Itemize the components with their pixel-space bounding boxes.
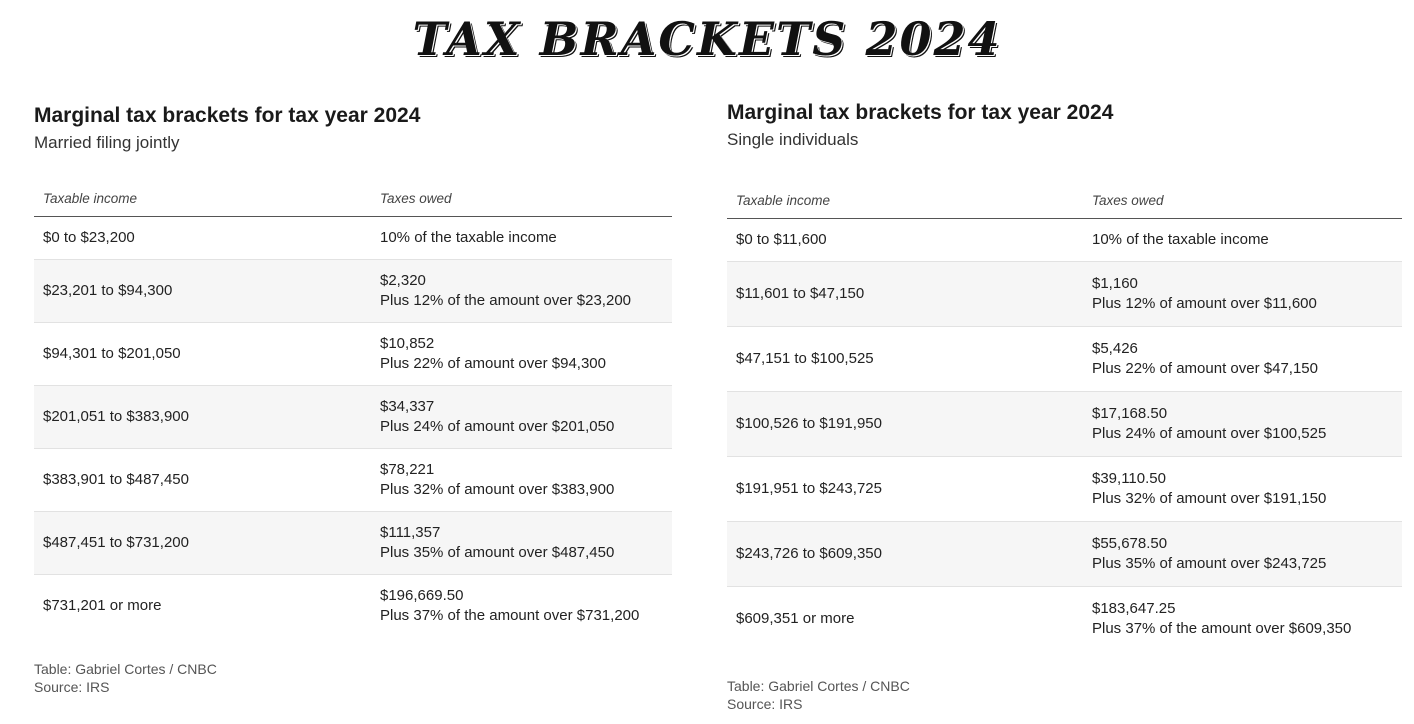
table-footer: Table: Gabriel Cortes / CNBC Source: IRS <box>34 660 217 696</box>
income-cell: $191,951 to $243,725 <box>727 456 1083 522</box>
panel-subheading: Married filing jointly <box>34 133 180 152</box>
table-row: $23,201 to $94,300 $2,320 Plus 12% of th… <box>34 259 672 323</box>
owed-cell: $1,160 Plus 12% of amount over $11,600 <box>1083 261 1402 327</box>
column-header-taxes-owed: Taxes owed <box>371 180 672 217</box>
income-cell: $94,301 to $201,050 <box>34 322 371 386</box>
owed-cell: $111,357 Plus 35% of amount over $487,45… <box>371 511 672 575</box>
table-row: $47,151 to $100,525 $5,426 Plus 22% of a… <box>727 326 1402 392</box>
owed-amount: 10% of the taxable income <box>380 229 557 246</box>
owed-cell: $39,110.50 Plus 32% of amount over $191,… <box>1083 456 1402 522</box>
owed-amount: $111,357 <box>380 524 441 541</box>
owed-detail: Plus 22% of amount over $94,300 <box>380 355 606 372</box>
owed-detail: Plus 24% of amount over $201,050 <box>380 418 615 435</box>
page-title: TAX BRACKETS 2024 <box>412 12 1002 66</box>
owed-cell: $55,678.50 Plus 35% of amount over $243,… <box>1083 521 1402 587</box>
owed-amount: 10% of the taxable income <box>1092 231 1269 248</box>
owed-cell: $196,669.50 Plus 37% of the amount over … <box>371 575 672 638</box>
owed-cell: $17,168.50 Plus 24% of amount over $100,… <box>1083 391 1402 457</box>
owed-cell: 10% of the taxable income <box>371 216 672 260</box>
owed-amount: $10,852 <box>380 335 435 352</box>
owed-detail: Plus 12% of amount over $11,600 <box>1092 295 1317 312</box>
owed-amount: $78,221 <box>380 461 435 478</box>
married-jointly-panel: Marginal tax brackets for tax year 2024 … <box>34 104 672 637</box>
owed-cell: $34,337 Plus 24% of amount over $201,050 <box>371 385 672 449</box>
income-cell: $100,526 to $191,950 <box>727 391 1083 457</box>
income-cell: $731,201 or more <box>43 597 162 614</box>
table-row: $609,351 or more $183,647.25 Plus 37% of… <box>727 587 1402 652</box>
income-cell: $609,351 or more <box>736 610 855 627</box>
owed-cell: $5,426 Plus 22% of amount over $47,150 <box>1083 326 1402 392</box>
owed-detail: Plus 12% of the amount over $23,200 <box>380 292 632 309</box>
panel-heading: Marginal tax brackets for tax year 2024 <box>727 101 1114 124</box>
owed-detail: Plus 22% of amount over $47,150 <box>1092 360 1318 377</box>
table-row: $94,301 to $201,050 $10,852 Plus 22% of … <box>34 322 672 386</box>
owed-amount: $5,426 <box>1092 340 1138 357</box>
owed-cell: $78,221 Plus 32% of amount over $383,900 <box>371 448 672 512</box>
income-cell: $201,051 to $383,900 <box>34 385 371 449</box>
owed-cell: $10,852 Plus 22% of amount over $94,300 <box>371 322 672 386</box>
column-header-taxes-owed: Taxes owed <box>1083 182 1402 219</box>
married-jointly-table: Taxable income Taxes owed $0 to $23,200 … <box>34 180 672 637</box>
owed-amount: $34,337 <box>380 398 435 415</box>
table-row: $100,526 to $191,950 $17,168.50 Plus 24%… <box>727 391 1402 457</box>
column-header-taxable-income: Taxable income <box>727 182 1083 219</box>
income-cell: $23,201 to $94,300 <box>34 259 371 323</box>
owed-amount: $1,160 <box>1092 275 1138 292</box>
income-cell: $487,451 to $731,200 <box>34 511 371 575</box>
table-row: $191,951 to $243,725 $39,110.50 Plus 32%… <box>727 456 1402 522</box>
table-credit: Table: Gabriel Cortes / CNBC <box>34 661 217 677</box>
owed-amount: $17,168.50 <box>1092 405 1168 422</box>
table-credit: Table: Gabriel Cortes / CNBC <box>727 678 910 694</box>
income-cell: $47,151 to $100,525 <box>727 326 1083 392</box>
income-cell: $0 to $11,600 <box>727 218 1083 262</box>
table-row: $0 to $23,200 10% of the taxable income <box>34 216 672 260</box>
table-row: $201,051 to $383,900 $34,337 Plus 24% of… <box>34 385 672 449</box>
table-header-row: Taxable income Taxes owed <box>727 182 1402 219</box>
panel-subheading: Single individuals <box>727 130 859 149</box>
table-source: Source: IRS <box>34 679 110 695</box>
column-header-taxable-income: Taxable income <box>34 180 371 217</box>
income-cell: $383,901 to $487,450 <box>34 448 371 512</box>
income-cell: $243,726 to $609,350 <box>727 521 1083 587</box>
owed-amount: $39,110.50 <box>1092 470 1166 487</box>
table-row: $383,901 to $487,450 $78,221 Plus 32% of… <box>34 448 672 512</box>
owed-detail: Plus 24% of amount over $100,525 <box>1092 425 1327 442</box>
owed-cell: $2,320 Plus 12% of the amount over $23,2… <box>371 259 672 323</box>
owed-cell: $183,647.25 Plus 37% of the amount over … <box>1083 587 1402 652</box>
owed-detail: Plus 37% of the amount over $731,200 <box>380 607 640 624</box>
owed-amount: $2,320 <box>380 272 426 289</box>
owed-amount: $183,647.25 <box>1092 600 1176 617</box>
table-header-row: Taxable income Taxes owed <box>34 180 672 217</box>
owed-detail: Plus 32% of amount over $191,150 <box>1092 490 1327 507</box>
table-row: $0 to $11,600 10% of the taxable income <box>727 218 1402 262</box>
income-cell: $11,601 to $47,150 <box>727 261 1083 327</box>
table-footer: Table: Gabriel Cortes / CNBC Source: IRS <box>727 677 910 713</box>
owed-amount: $196,669.50 <box>380 587 464 604</box>
owed-detail: Plus 32% of amount over $383,900 <box>380 481 615 498</box>
table-row: $243,726 to $609,350 $55,678.50 Plus 35%… <box>727 521 1402 587</box>
table-row: $11,601 to $47,150 $1,160 Plus 12% of am… <box>727 261 1402 327</box>
income-cell: $0 to $23,200 <box>34 216 371 260</box>
owed-detail: Plus 35% of amount over $243,725 <box>1092 555 1327 572</box>
owed-amount: $55,678.50 <box>1092 535 1168 552</box>
panel-heading: Marginal tax brackets for tax year 2024 <box>34 104 421 127</box>
table-row: $731,201 or more $196,669.50 Plus 37% of… <box>34 575 672 638</box>
single-individuals-table: Taxable income Taxes owed $0 to $11,600 … <box>727 182 1402 651</box>
owed-cell: 10% of the taxable income <box>1083 218 1402 262</box>
table-row: $487,451 to $731,200 $111,357 Plus 35% o… <box>34 511 672 575</box>
owed-detail: Plus 37% of the amount over $609,350 <box>1092 620 1352 637</box>
single-individuals-panel: Marginal tax brackets for tax year 2024 … <box>727 101 1402 651</box>
owed-detail: Plus 35% of amount over $487,450 <box>380 544 615 561</box>
table-source: Source: IRS <box>727 696 803 712</box>
